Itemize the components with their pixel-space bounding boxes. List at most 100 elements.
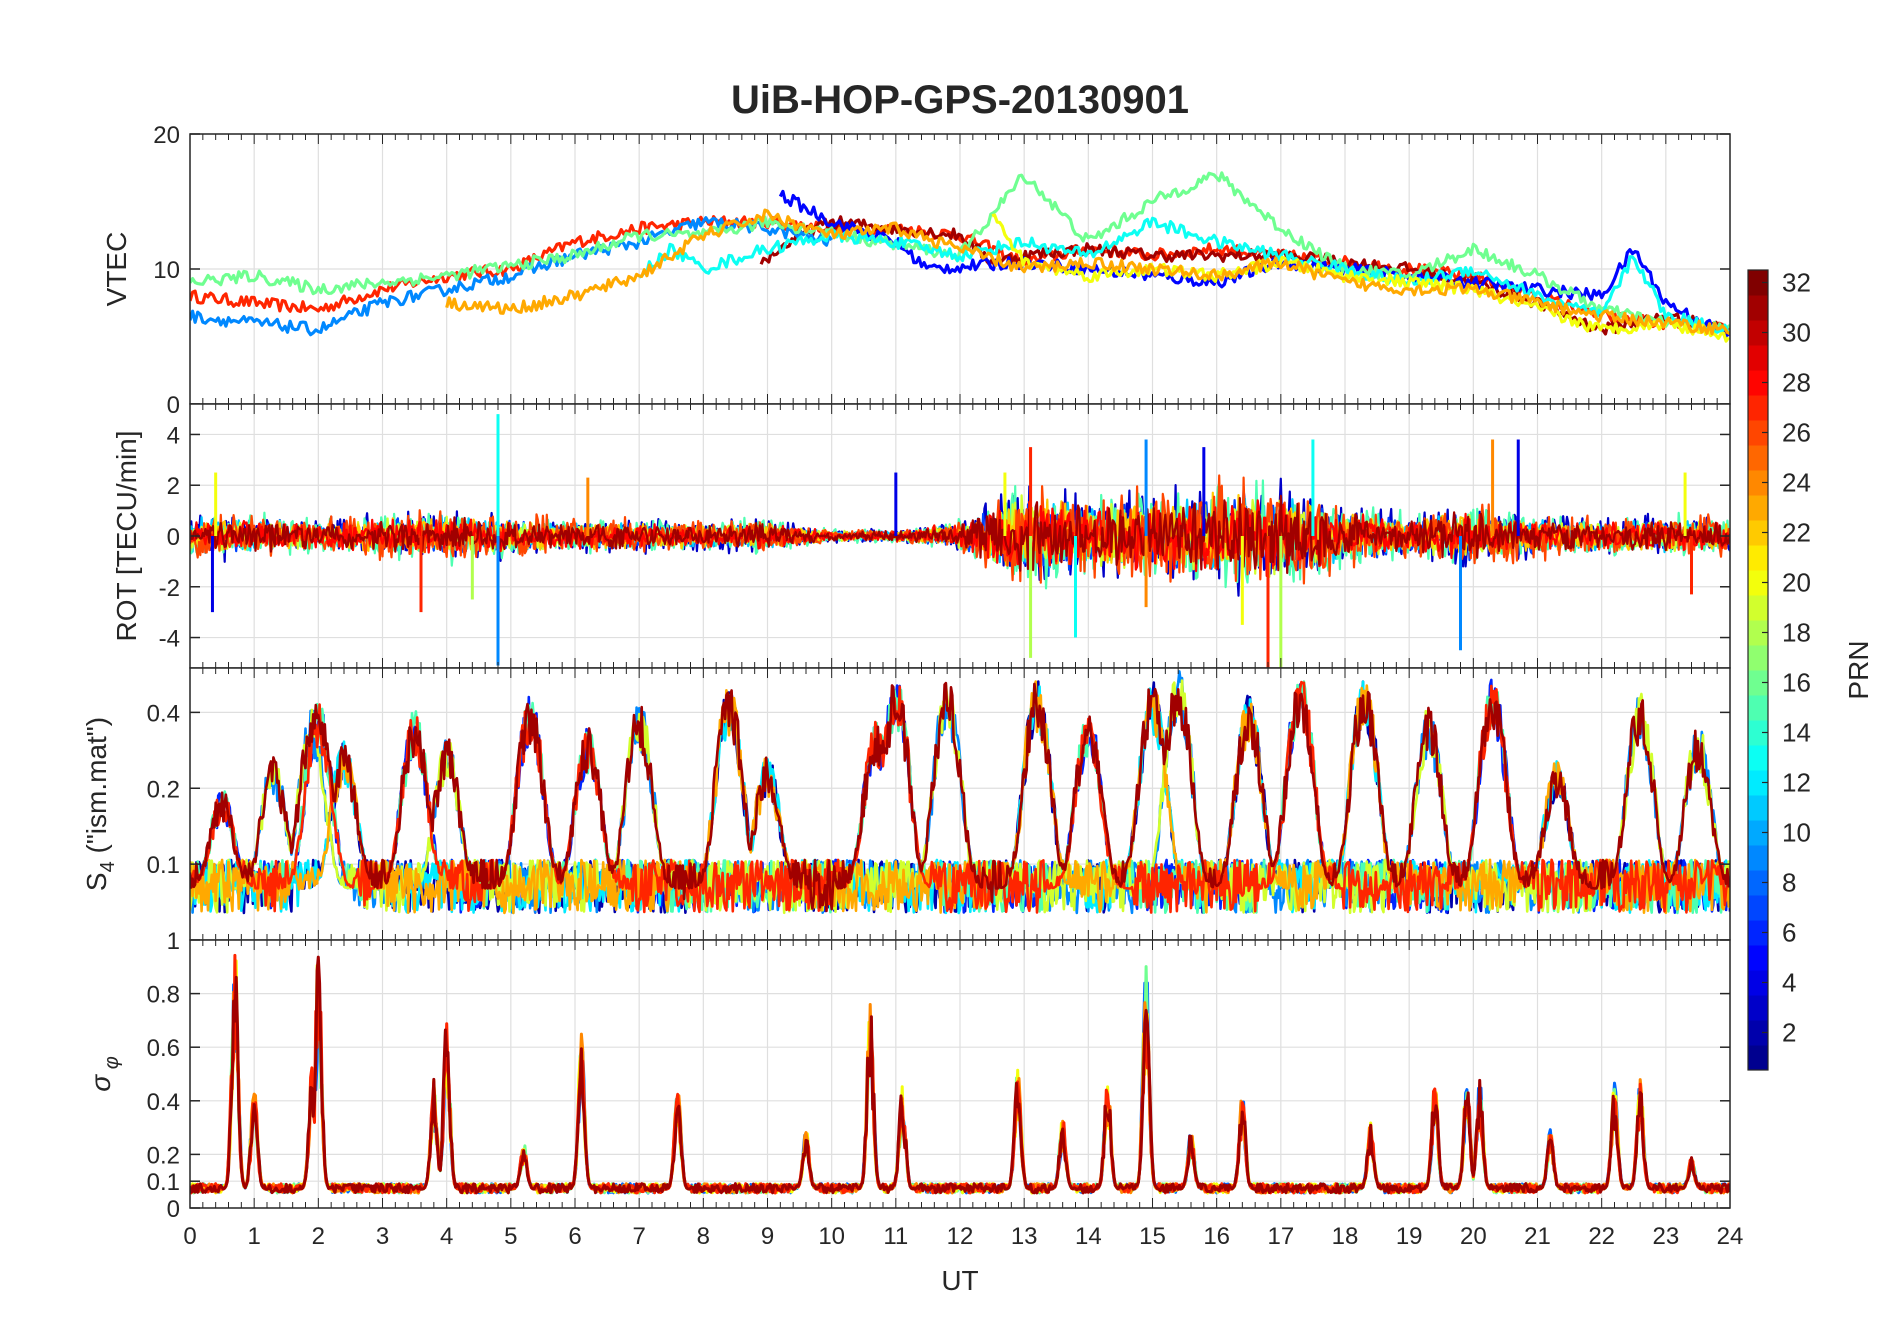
panel-rot: -4 -2 0 2 4 ROT [TECU/min] xyxy=(111,403,1731,669)
y-tick-label: 0.8 xyxy=(147,982,180,1009)
panel-vtec: 0 10 20 VTEC xyxy=(101,122,1731,419)
colorbar-tick-label: 2 xyxy=(1782,1018,1796,1048)
series-group xyxy=(190,953,1730,1195)
colorbar-band xyxy=(1748,270,1768,296)
colorbar-band xyxy=(1748,745,1768,771)
series-group xyxy=(190,670,1730,915)
colorbar-band xyxy=(1748,445,1768,471)
colorbar-band xyxy=(1748,570,1768,596)
colorbar-tick-label: 16 xyxy=(1782,668,1811,698)
x-axis-label: UT xyxy=(941,1265,978,1296)
colorbar-band xyxy=(1748,995,1768,1021)
x-tick-label: 22 xyxy=(1588,1223,1615,1250)
colorbar-tick-label: 6 xyxy=(1782,918,1796,948)
colorbar-tick-label: 12 xyxy=(1782,768,1811,798)
series-group xyxy=(190,414,1730,668)
colorbar-tick-label: 10 xyxy=(1782,818,1811,848)
vtec-series-prn-13 xyxy=(638,216,1730,334)
y-axis-label: VTEC xyxy=(101,232,132,307)
x-tick-label: 10 xyxy=(818,1223,845,1250)
y-tick-label: 0 xyxy=(167,1196,180,1223)
x-tick-label: 12 xyxy=(947,1223,974,1250)
x-tick-label: 2 xyxy=(312,1223,325,1250)
colorbar-tick-label: 4 xyxy=(1782,968,1796,998)
vtec-series-prn-23 xyxy=(445,208,1730,336)
panel-sigma: 00.10.2 0.4 0.6 0.8 1 σ φ xyxy=(85,928,1731,1223)
colorbar-band xyxy=(1748,945,1768,971)
colorbar-band xyxy=(1748,345,1768,371)
x-tick-label: 0 xyxy=(183,1223,196,1250)
y-tick-label: 0 xyxy=(167,392,180,419)
x-axis: 0 1 2 3 4 5 6 7 8 9 10 11 12 13 14 15 16 17 18 19 20 21 22 23 24 xyxy=(183,1223,1743,1250)
colorbar-band xyxy=(1748,820,1768,846)
colorbar-label: PRN xyxy=(1843,640,1874,699)
colorbar-tick-label: 8 xyxy=(1782,868,1796,898)
colorbar-band xyxy=(1748,920,1768,946)
y-tick-label: 2 xyxy=(167,473,180,500)
x-tick-label: 3 xyxy=(376,1223,389,1250)
y-axis-label: σ φ xyxy=(85,1056,123,1092)
colorbar-band xyxy=(1748,545,1768,571)
colorbar-band xyxy=(1748,420,1768,446)
y-tick-label: 20 xyxy=(153,122,180,149)
x-tick-label: 1 xyxy=(247,1223,260,1250)
colorbar-band xyxy=(1748,520,1768,546)
colorbar-band xyxy=(1748,970,1768,996)
y-tick-label: -4 xyxy=(159,626,180,653)
x-tick-label: 18 xyxy=(1332,1223,1359,1250)
x-tick-label: 6 xyxy=(568,1223,581,1250)
x-tick-label: 9 xyxy=(761,1223,774,1250)
colorbar-band xyxy=(1748,295,1768,321)
x-tick-label: 20 xyxy=(1460,1223,1487,1250)
y-tick-label: -2 xyxy=(159,575,180,602)
x-tick-label: 13 xyxy=(1011,1223,1038,1250)
y-tick-label: 0.2 xyxy=(147,1142,180,1169)
colorbar-band xyxy=(1748,1020,1768,1046)
colorbar-tick-label: 20 xyxy=(1782,568,1811,598)
x-tick-label: 21 xyxy=(1524,1223,1551,1250)
y-axis-label: ROT [TECU/min] xyxy=(111,430,142,641)
y-tick-label: 4 xyxy=(167,422,180,449)
x-tick-label: 11 xyxy=(883,1223,908,1250)
x-tick-label: 24 xyxy=(1717,1223,1744,1250)
x-tick-label: 19 xyxy=(1396,1223,1423,1250)
colorbar-tick-label: 30 xyxy=(1782,318,1811,348)
s4-series-prn-31 xyxy=(190,681,1730,913)
colorbar-band xyxy=(1748,670,1768,696)
chart-title: UiB-HOP-GPS-20130901 xyxy=(731,78,1189,122)
y-tick-label: 0 xyxy=(167,524,180,551)
colorbar-band xyxy=(1748,770,1768,796)
colorbar-frame xyxy=(1747,269,1769,1071)
colorbar-tick-label: 14 xyxy=(1782,718,1811,748)
series-group xyxy=(190,171,1730,343)
colorbar-band xyxy=(1748,470,1768,496)
colorbar-band xyxy=(1748,595,1768,621)
colorbar-band xyxy=(1748,1045,1768,1071)
rot-series-prn-31 xyxy=(190,494,1730,575)
colorbar-band xyxy=(1748,620,1768,646)
y-tick-label: 0.4 xyxy=(147,700,180,727)
colorbar-tick-label: 26 xyxy=(1782,418,1811,448)
colorbar-band xyxy=(1748,720,1768,746)
colorbar-band xyxy=(1748,370,1768,396)
colorbar-band xyxy=(1748,645,1768,671)
colorbar-band xyxy=(1748,895,1768,921)
x-tick-label: 15 xyxy=(1139,1223,1166,1250)
colorbar-tick-label: 22 xyxy=(1782,518,1811,548)
x-tick-label: 16 xyxy=(1203,1223,1230,1250)
y-tick-label: 1 xyxy=(167,928,180,955)
sigma-series-prn-31 xyxy=(190,955,1730,1195)
s4-series-prn-12 xyxy=(190,680,1730,915)
panel-s4: 0.1 0.2 0.4 S4 ("ism.mat") xyxy=(81,667,1731,941)
colorbar-band xyxy=(1748,845,1768,871)
x-tick-label: 5 xyxy=(504,1223,517,1250)
colorbar-band xyxy=(1748,320,1768,346)
colorbar-tick-label: 32 xyxy=(1782,268,1811,298)
colorbar-band xyxy=(1748,695,1768,721)
x-tick-label: 23 xyxy=(1652,1223,1679,1250)
colorbar-band xyxy=(1748,395,1768,421)
x-tick-label: 7 xyxy=(632,1223,645,1250)
x-tick-label: 14 xyxy=(1075,1223,1102,1250)
